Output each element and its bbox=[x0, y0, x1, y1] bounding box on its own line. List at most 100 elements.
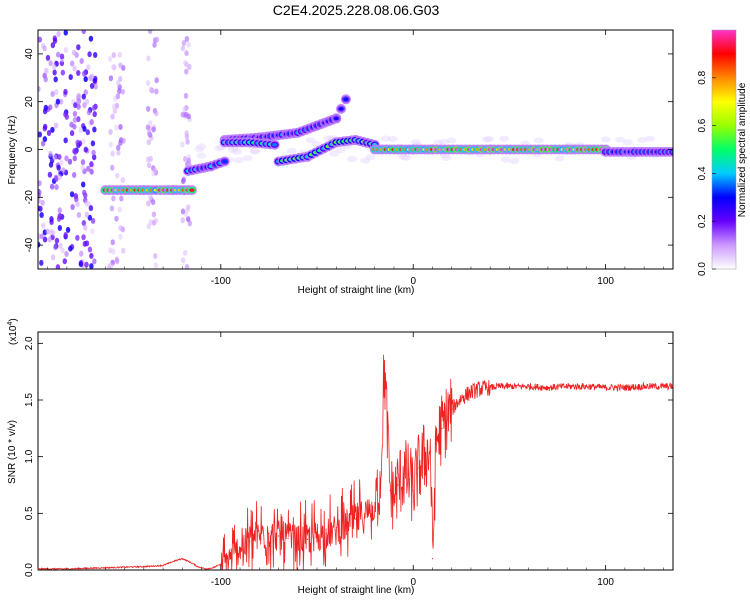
spectrogram-noise-speck bbox=[54, 89, 59, 96]
spectrogram-noise-speck bbox=[87, 246, 93, 253]
x-tick-label: 100 bbox=[597, 276, 614, 287]
spectrogram-noise-speck bbox=[78, 261, 84, 268]
spectrogram-noise-speck bbox=[62, 258, 67, 265]
snr-data-point bbox=[431, 558, 434, 560]
spectrogram-tracks bbox=[100, 94, 673, 196]
spectrogram-noise-speck bbox=[108, 141, 113, 148]
colorbar-frame bbox=[711, 29, 737, 270]
spectrogram-noise-speck bbox=[81, 93, 86, 100]
colorbar-ticks: 0.0 0.2 0.4 0.6 0.8 bbox=[697, 70, 716, 276]
spectrogram-noise-speck bbox=[48, 60, 53, 67]
spectrogram-noise-speck bbox=[112, 64, 117, 71]
spectrogram-noise-speck bbox=[84, 211, 90, 218]
spectrogram-noise-speck bbox=[57, 207, 62, 214]
spectrogram-noise-speck bbox=[69, 121, 74, 128]
spectrogram-noise-speck bbox=[76, 92, 82, 99]
spectrogram-noise-speck bbox=[89, 119, 94, 126]
spectrogram-noise-speck bbox=[92, 51, 98, 58]
spectrogram-halo bbox=[249, 148, 260, 155]
snr-data-point bbox=[197, 566, 199, 568]
spectrogram-noise-speck bbox=[81, 189, 87, 196]
spectrogram-noise-speck bbox=[68, 74, 73, 81]
spectrogram-noise-speck bbox=[108, 75, 114, 82]
spectrogram-noise-speck bbox=[151, 126, 156, 133]
spectrogram-noise-speck bbox=[111, 195, 116, 202]
snr-plot-area bbox=[38, 332, 673, 570]
colorbar: 0.0 0.2 0.4 0.6 0.8 Normalized spectral ampl… bbox=[697, 29, 748, 276]
spectrogram-noise-speck bbox=[119, 195, 124, 202]
spectrogram-xlabel: Height of straight line (km) bbox=[298, 285, 415, 296]
snr-ylabel: SNR (10 * v/v) bbox=[7, 420, 18, 484]
snr-data-point bbox=[408, 478, 410, 480]
spectrogram-noise-speck bbox=[72, 110, 78, 117]
spectrogram-noise-speck bbox=[89, 161, 94, 168]
spectrogram-noise-speck bbox=[82, 125, 87, 132]
snr-multiplier-exp: 4 bbox=[7, 322, 14, 326]
spectrogram-noise-speck bbox=[83, 146, 88, 153]
spectrogram-noise-speck bbox=[53, 76, 58, 83]
spectrogram-halo bbox=[644, 135, 655, 142]
spectrogram-noise-speck bbox=[67, 158, 73, 165]
spectrogram-noise-speck bbox=[183, 92, 189, 99]
spectrogram-noise-speck bbox=[78, 127, 83, 134]
spectrogram-noise-speck bbox=[150, 199, 156, 206]
spectrogram-noise-speck bbox=[56, 215, 62, 222]
spectrogram-noise-speck bbox=[63, 111, 68, 118]
spectrogram-noise-speck bbox=[64, 155, 69, 162]
spectrogram-noise-speck bbox=[180, 208, 186, 215]
spectrogram-noise-speck bbox=[63, 30, 68, 36]
track-core bbox=[222, 159, 228, 164]
spectrogram-noise-speck bbox=[115, 93, 121, 100]
spectrogram-noise-speck bbox=[61, 167, 66, 174]
spectrogram-halo bbox=[286, 147, 297, 154]
spectrogram-noise-speck bbox=[64, 251, 69, 258]
spectrogram-halo bbox=[439, 138, 450, 145]
spectrogram-noise-speck bbox=[146, 130, 152, 137]
spectrogram-noise-speck bbox=[55, 98, 61, 105]
snr-data-point bbox=[397, 484, 399, 486]
snr-data-point bbox=[287, 537, 289, 539]
spectrogram-noise-speck bbox=[81, 181, 86, 188]
spectrogram-noise-speck bbox=[121, 137, 126, 144]
spectrogram-noise-speck bbox=[86, 109, 92, 116]
spectrogram-noise-speck bbox=[84, 200, 89, 207]
spectrogram-noise-speck bbox=[92, 111, 97, 118]
spectrogram-noise-speck bbox=[80, 159, 86, 166]
x-tick-label: 100 bbox=[597, 577, 614, 588]
spectrogram-noise-speck bbox=[69, 60, 75, 67]
snr-data-point bbox=[364, 512, 366, 514]
snr-xlabel: Height of straight line (km) bbox=[298, 585, 415, 596]
spectrogram-noise-speck bbox=[116, 149, 121, 156]
spectrogram-noise-speck bbox=[180, 217, 185, 224]
snr-data-point bbox=[258, 535, 260, 537]
spectrogram-noise-speck bbox=[39, 259, 44, 266]
spectrogram-noise-speck bbox=[154, 88, 159, 95]
spectrogram-noise-speck bbox=[63, 137, 68, 144]
spectrogram-noise-speck bbox=[120, 177, 126, 184]
track-core bbox=[338, 107, 344, 111]
y-tick-label: 0 bbox=[24, 146, 35, 152]
spectrogram-noise-speck bbox=[52, 69, 57, 76]
snr-data-point bbox=[212, 567, 214, 569]
snr-data-point bbox=[162, 564, 164, 567]
spectrogram-noise-speck bbox=[72, 148, 77, 155]
snr-data-point bbox=[374, 507, 376, 509]
spectrogram-noise-speck bbox=[40, 199, 45, 206]
spectrogram-noise-speck bbox=[55, 51, 61, 58]
spectrogram-noise-speck bbox=[50, 91, 55, 98]
spectrogram-ylabel: Frequency (Hz) bbox=[7, 116, 18, 185]
snr-data-point bbox=[249, 541, 251, 543]
spectrogram-noise-speck bbox=[81, 220, 87, 227]
spectrogram-halo bbox=[401, 154, 412, 161]
snr-data-point bbox=[429, 450, 432, 452]
snr-multiplier-close: ) bbox=[8, 318, 19, 321]
spectrogram-noise-speck bbox=[75, 201, 80, 208]
spectrogram-track bbox=[600, 146, 673, 157]
spectrogram-noise-speck bbox=[73, 102, 78, 109]
spectrogram-noise-speck bbox=[63, 47, 69, 54]
spectrogram-noise-speck bbox=[146, 139, 152, 146]
spectrogram-halo bbox=[214, 145, 225, 152]
spectrogram-noise-speck bbox=[91, 149, 96, 156]
spectrogram-halo bbox=[335, 146, 346, 153]
spectrogram-noise-speck bbox=[184, 36, 190, 43]
